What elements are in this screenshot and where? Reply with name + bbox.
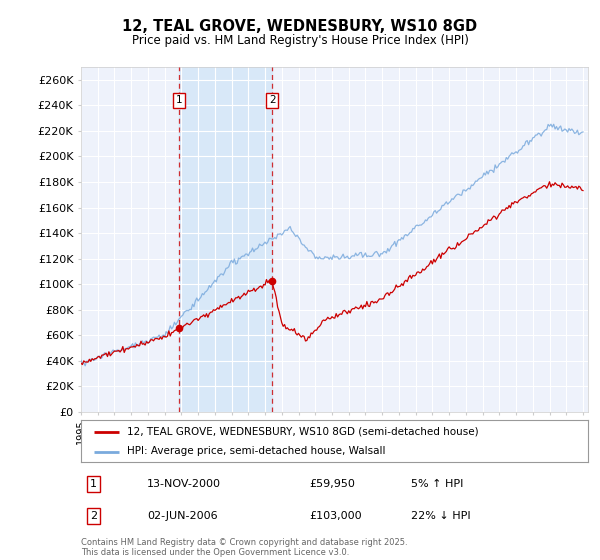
Text: 1: 1 (90, 479, 97, 489)
Text: 5% ↑ HPI: 5% ↑ HPI (410, 479, 463, 489)
Bar (179, 67, 272, 412)
Text: Price paid vs. HM Land Registry's House Price Index (HPI): Price paid vs. HM Land Registry's House … (131, 34, 469, 47)
Text: £103,000: £103,000 (309, 511, 362, 521)
Text: 22% ↓ HPI: 22% ↓ HPI (410, 511, 470, 521)
Text: £59,950: £59,950 (309, 479, 355, 489)
Text: 1: 1 (176, 95, 182, 105)
Text: 13-NOV-2000: 13-NOV-2000 (147, 479, 221, 489)
Text: 12, TEAL GROVE, WEDNESBURY, WS10 8GD (semi-detached house): 12, TEAL GROVE, WEDNESBURY, WS10 8GD (se… (127, 427, 478, 437)
Text: Contains HM Land Registry data © Crown copyright and database right 2025.
This d: Contains HM Land Registry data © Crown c… (81, 538, 407, 557)
Text: 12, TEAL GROVE, WEDNESBURY, WS10 8GD: 12, TEAL GROVE, WEDNESBURY, WS10 8GD (122, 20, 478, 34)
Text: 02-JUN-2006: 02-JUN-2006 (147, 511, 218, 521)
Text: 2: 2 (269, 95, 275, 105)
Text: 2: 2 (90, 511, 97, 521)
Text: HPI: Average price, semi-detached house, Walsall: HPI: Average price, semi-detached house,… (127, 446, 385, 456)
